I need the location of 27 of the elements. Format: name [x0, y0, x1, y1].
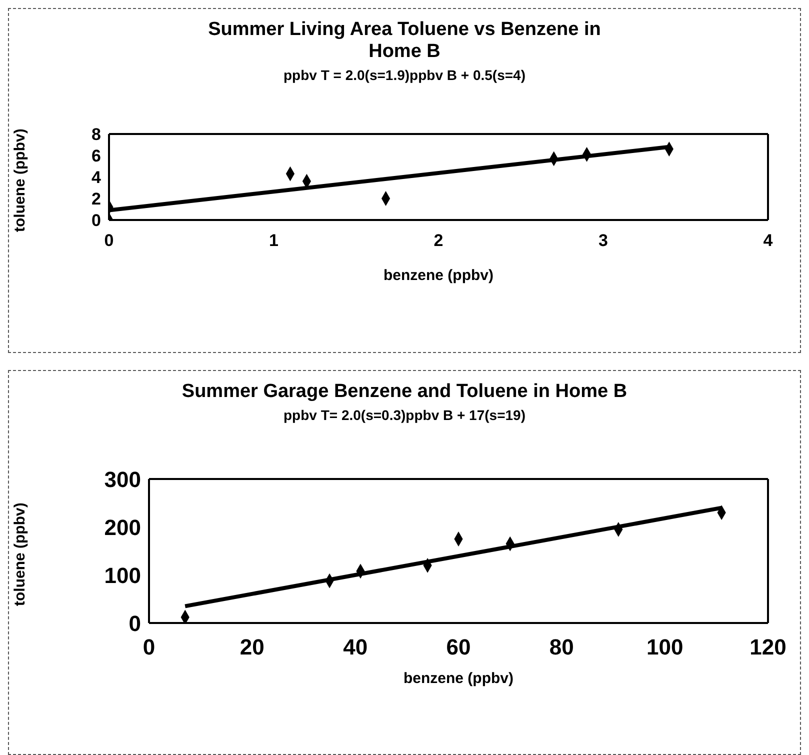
x-tick-label: 3	[598, 231, 608, 250]
x-axis-title: benzene (ppbv)	[403, 670, 514, 687]
y-tick-label: 6	[92, 146, 101, 166]
x-tick-label: 40	[343, 634, 368, 660]
x-tick-label: 2	[434, 231, 444, 250]
y-tick-label: 0	[128, 610, 141, 636]
x-tick-label: 1	[269, 231, 278, 250]
y-tick-label: 300	[104, 466, 141, 492]
x-tick-label: 80	[549, 634, 574, 660]
y-tick-label: 0	[92, 211, 101, 230]
y-axis-title: toluene (ppbv)	[11, 502, 28, 606]
chart-title: Summer Garage Benzene and Toluene in Home B	[180, 381, 628, 403]
y-axis-title: toluene (ppbv)	[11, 128, 28, 232]
y-tick-label: 2	[92, 190, 101, 209]
y-tick-label: 8	[92, 125, 101, 144]
x-tick-label: 100	[646, 634, 684, 660]
chart-subtitle: ppbv T= 2.0(s=0.3)ppbv B + 17(s=19)	[282, 407, 526, 423]
y-tick-label: 200	[104, 514, 141, 540]
x-axis-title: benzene (ppbv)	[383, 267, 494, 284]
y-tick-label: 100	[104, 562, 141, 588]
x-tick-label: 20	[240, 634, 264, 660]
y-tick-label: 4	[92, 168, 102, 188]
x-tick-label: 60	[446, 634, 471, 660]
x-tick-label: 4	[763, 231, 774, 250]
chart-subtitle: ppbv T = 2.0(s=1.9)ppbv B + 0.5(s=4)	[282, 67, 526, 83]
chart-title: Summer Living Area Toluene vs Benzene in Home B	[207, 19, 602, 63]
x-tick-label: 120	[750, 634, 786, 660]
